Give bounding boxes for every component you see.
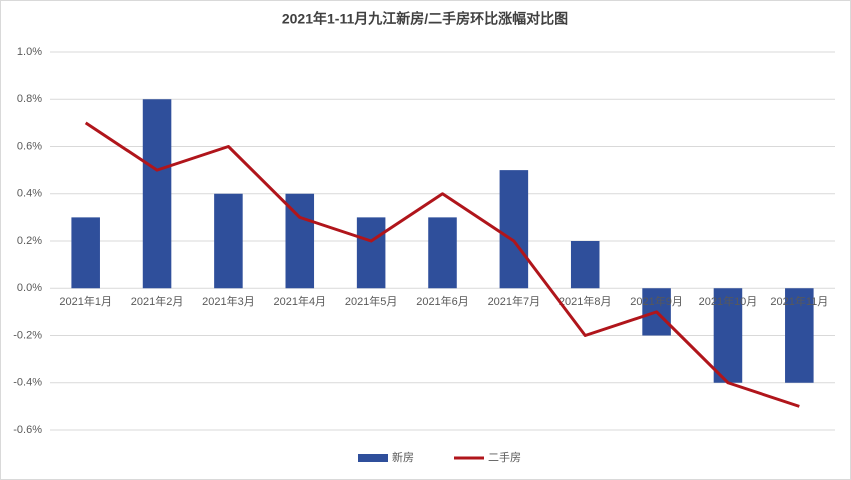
x-tick-label: 2021年4月 — [273, 294, 326, 308]
bar — [499, 170, 529, 289]
y-tick-label: 0.4% — [17, 188, 42, 200]
x-tick-label: 2021年10月 — [699, 294, 758, 308]
bar — [214, 193, 243, 289]
bar — [71, 217, 100, 289]
line — [84, 121, 800, 408]
y-tick-label: 0.8% — [17, 93, 42, 105]
y-tick-label: 0.0% — [17, 282, 42, 294]
x-tick-label: 2021年1月 — [59, 294, 112, 308]
bar — [785, 288, 814, 383]
bar — [356, 217, 386, 289]
legend-swatch — [358, 454, 388, 462]
x-tick-label: 2021年2月 — [131, 294, 184, 308]
bar — [713, 288, 743, 383]
legend-label: 新房 — [392, 450, 414, 464]
y-tick-label: -0.2% — [13, 329, 42, 341]
y-tick-label: -0.6% — [13, 424, 42, 436]
y-tick-label: -0.4% — [13, 377, 42, 389]
y-tick-label: 0.6% — [17, 140, 42, 152]
y-tick-label: 1.0% — [17, 46, 42, 58]
x-tick-label: 2021年6月 — [416, 294, 469, 308]
chart-title: 2021年1-11月九江新房/二手房环比涨幅对比图 — [282, 11, 568, 27]
x-tick-label: 2021年8月 — [559, 294, 612, 308]
bar — [142, 99, 172, 289]
x-tick-label: 2021年9月 — [630, 294, 683, 308]
x-tick-label: 2021年11月 — [770, 294, 828, 308]
bar — [428, 217, 457, 289]
y-tick-label: 0.2% — [17, 235, 42, 247]
x-tick-label: 2021年3月 — [202, 294, 255, 308]
x-tick-label: 2021年7月 — [488, 294, 541, 308]
bar — [570, 241, 600, 289]
legend-label: 二手房 — [488, 450, 521, 464]
x-tick-label: 2021年5月 — [345, 294, 398, 308]
